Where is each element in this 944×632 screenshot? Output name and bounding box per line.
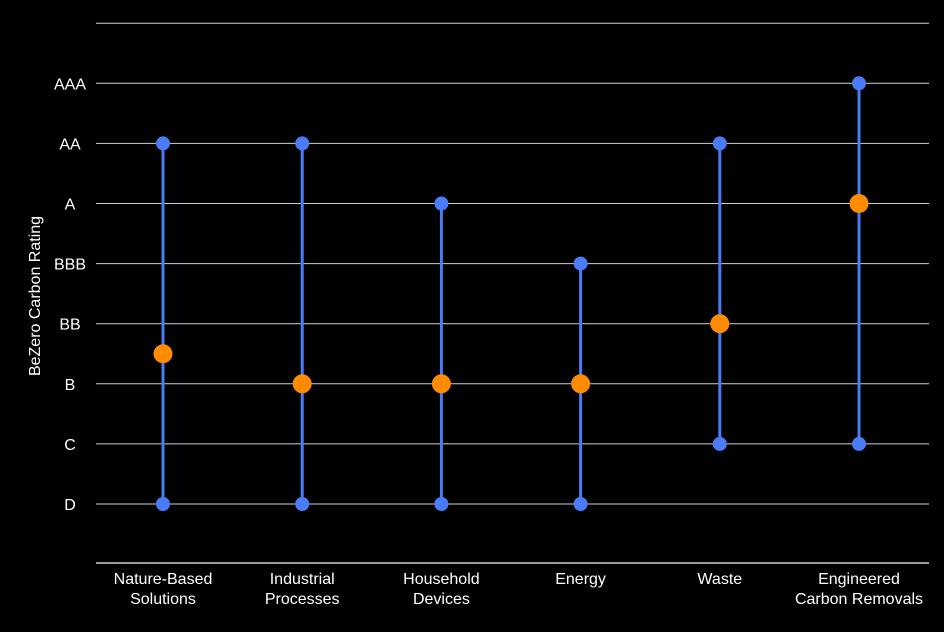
max-point-4	[712, 136, 727, 151]
average-point-0	[153, 344, 173, 364]
max-point-5	[852, 76, 866, 91]
x-tick-label-4-0: Waste	[697, 571, 742, 588]
y-tick-label-aa: AA	[59, 136, 81, 153]
y-axis-label: BeZero Carbon Rating	[27, 215, 44, 377]
y-tick-label-b: B	[65, 377, 76, 394]
min-point-4	[712, 436, 727, 451]
x-tick-label-2-1: Devices	[413, 591, 470, 608]
min-point-3	[573, 497, 588, 511]
y-tick-label-a: A	[65, 197, 76, 214]
average-point-2	[431, 374, 451, 394]
min-point-2	[434, 497, 449, 511]
x-tick-label-0-0: Nature-Based	[114, 571, 213, 588]
x-tick-label-3-0: Energy	[555, 571, 606, 588]
x-tick-label-5-0: Engineered	[818, 571, 900, 588]
min-point-5	[852, 436, 866, 451]
y-tick-label-aaa: AAA	[54, 76, 86, 93]
x-tick-label-0-1: Solutions	[130, 591, 196, 608]
y-tick-label-d: D	[64, 497, 76, 514]
x-tick-label-1-0: Industrial	[270, 571, 335, 588]
y-tick-label-bbb: BBB	[54, 257, 86, 274]
average-point-5	[849, 194, 869, 213]
max-point-1	[295, 136, 310, 151]
y-tick-label-bb: BB	[59, 317, 80, 334]
average-point-1	[292, 374, 312, 394]
max-point-3	[573, 256, 588, 271]
x-tick-label-1-1: Processes	[265, 591, 340, 608]
max-point-2	[434, 196, 449, 211]
average-point-3	[571, 374, 591, 394]
x-tick-label-5-1: Carbon Removals	[795, 591, 923, 608]
x-tick-label-2-0: Household	[403, 571, 480, 588]
max-point-0	[156, 136, 170, 151]
min-point-0	[156, 497, 170, 511]
min-point-1	[295, 497, 310, 511]
y-tick-label-c: C	[64, 437, 76, 454]
average-point-4	[710, 314, 730, 334]
